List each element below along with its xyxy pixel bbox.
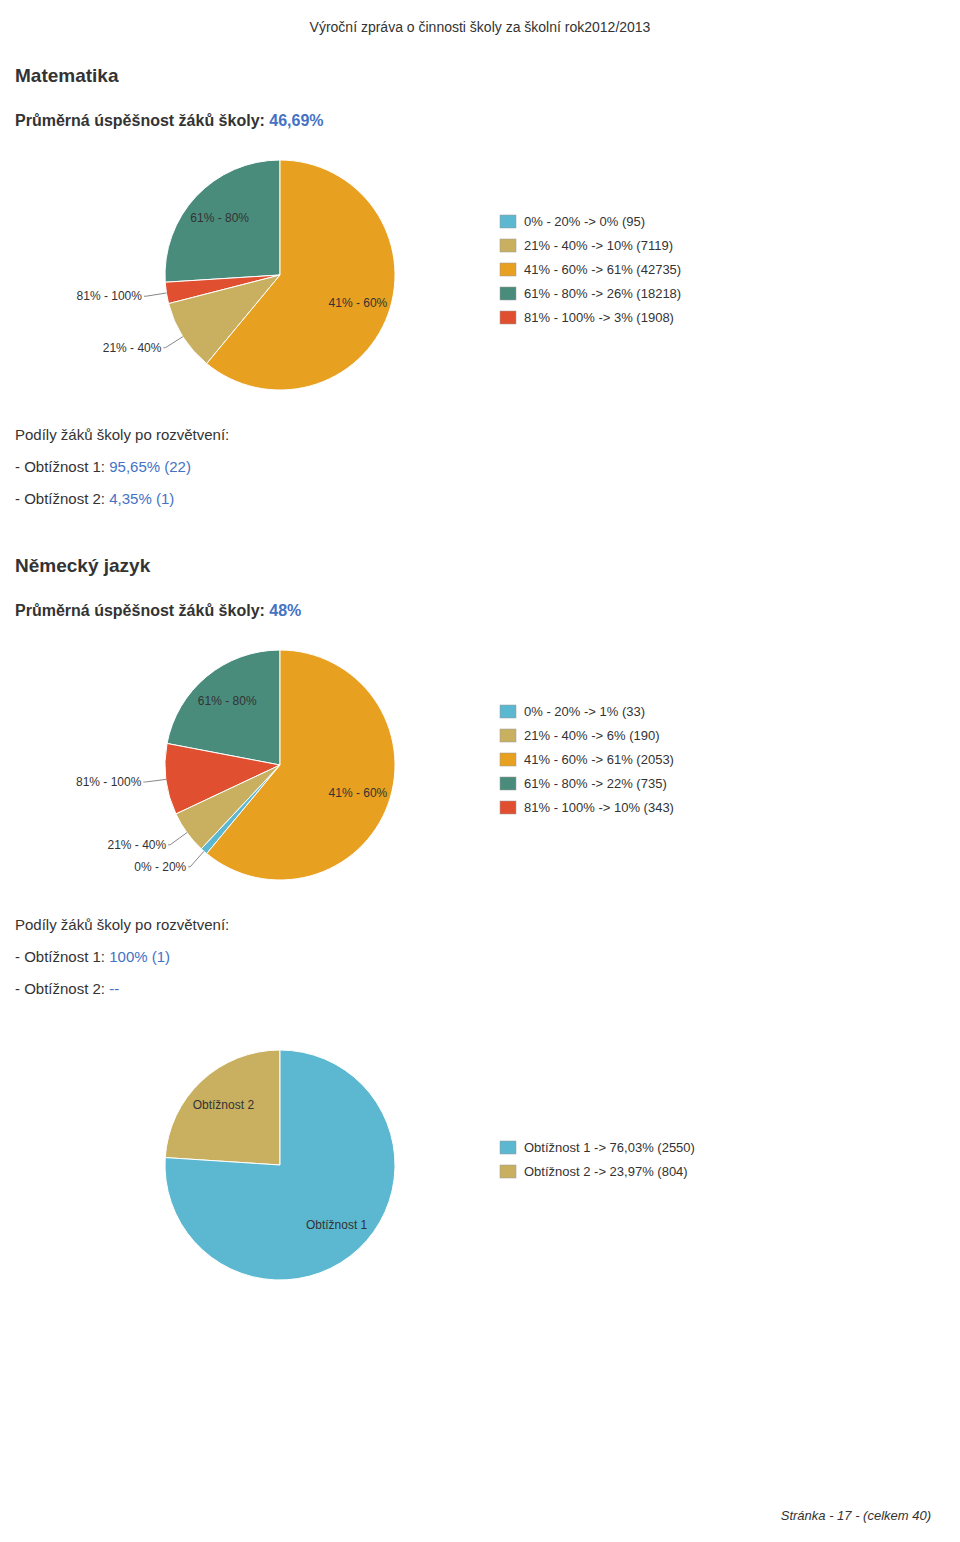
page: Výroční zpráva o činnosti školy za školn… bbox=[0, 0, 960, 1542]
legend-entry: 21% - 40% -> 6% (190) bbox=[524, 728, 659, 743]
legend-entry: 41% - 60% -> 61% (2053) bbox=[524, 752, 674, 767]
slice-label: 61% - 80% bbox=[190, 211, 249, 225]
annotation-part: 48% bbox=[269, 602, 301, 619]
leader-line bbox=[144, 293, 166, 296]
slice-label: 0% - 20% bbox=[134, 860, 186, 874]
legend-entry: 0% - 20% -> 1% (33) bbox=[524, 704, 645, 719]
legend-swatch bbox=[500, 777, 516, 790]
legend-entry: 81% - 100% -> 3% (1908) bbox=[524, 310, 674, 325]
legend: Obtížnost 1 -> 76,03% (2550) Obtížnost 2 … bbox=[500, 1140, 695, 1179]
slice-label: 21% - 40% bbox=[103, 341, 162, 355]
slices bbox=[165, 1050, 395, 1280]
slice-label: 41% - 60% bbox=[329, 296, 388, 310]
slice-label: Obtížnost 1 bbox=[306, 1218, 368, 1232]
annotation-part: - Obtížnost 1: bbox=[15, 948, 109, 965]
annotation: Podíly žáků školy po rozvětvení: bbox=[15, 916, 229, 933]
pie-slice bbox=[165, 1050, 395, 1280]
legend-swatch bbox=[500, 1141, 516, 1154]
slice-label: 61% - 80% bbox=[198, 694, 257, 708]
legend-entry: 61% - 80% -> 26% (18218) bbox=[524, 286, 681, 301]
leader-line bbox=[163, 337, 182, 348]
legend-entry: Obtížnost 2 -> 23,97% (804) bbox=[524, 1164, 688, 1179]
leader-line bbox=[168, 833, 187, 845]
background bbox=[0, 0, 960, 1542]
annotation-part: 46,69% bbox=[269, 112, 323, 129]
pie-section: Obtížnost 2 Obtížnost 1 Obtížnost 1 -> 76,… bbox=[165, 1050, 695, 1280]
legend-entry: 81% - 100% -> 10% (343) bbox=[524, 800, 674, 815]
legend-swatch bbox=[500, 1165, 516, 1178]
legend-swatch bbox=[500, 287, 516, 300]
slices bbox=[165, 160, 395, 390]
annotation: - Obtížnost 2: 4,35% (1) bbox=[15, 490, 174, 507]
annotation-part: - Obtížnost 2: bbox=[15, 980, 109, 997]
slice-label: 81% - 100% bbox=[77, 289, 143, 303]
leader-line bbox=[143, 779, 166, 782]
pie-slice bbox=[165, 160, 280, 282]
legend-entry: 41% - 60% -> 61% (42735) bbox=[524, 262, 681, 277]
section-title: Německý jazyk bbox=[15, 555, 151, 576]
slices bbox=[165, 650, 395, 880]
legend-swatch bbox=[500, 311, 516, 324]
page-title: Výroční zpráva o činnosti školy za školn… bbox=[310, 19, 651, 35]
slice-label: 21% - 40% bbox=[108, 838, 167, 852]
annotation-part: - Obtížnost 1: bbox=[15, 458, 109, 475]
page-footer: Stránka - 17 - (celkem 40) bbox=[781, 1508, 931, 1523]
legend-entry: 0% - 20% -> 0% (95) bbox=[524, 214, 645, 229]
slice-labels: 61% - 80% 41% - 60% 81% - 100% 21% - 40% bbox=[77, 211, 388, 354]
slice-label: 81% - 100% bbox=[76, 775, 142, 789]
annotation: Podíly žáků školy po rozvětvení: bbox=[15, 426, 229, 443]
annotation-part: Průměrná úspěšnost žáků školy: bbox=[15, 602, 269, 619]
section-title: Matematika bbox=[15, 65, 119, 86]
legend-swatch bbox=[500, 801, 516, 814]
slice-labels: 61% - 80% 41% - 60% 81% - 100% 21% - 40% 0% … bbox=[76, 694, 388, 874]
legend: 0% - 20% -> 1% (33) 21% - 40% -> 6% (190)… bbox=[500, 704, 674, 815]
pie-section: Matematika Průměrná úspěšnost žáků školy:… bbox=[15, 65, 681, 507]
annotation-part: -- bbox=[109, 980, 119, 997]
leader-line bbox=[188, 851, 204, 867]
annotation: Průměrná úspěšnost žáků školy: 46,69% bbox=[15, 112, 324, 129]
annotation-part: Podíly žáků školy po rozvětvení: bbox=[15, 916, 229, 933]
annotation: - Obtížnost 1: 100% (1) bbox=[15, 948, 170, 965]
annotation-part: 4,35% (1) bbox=[109, 490, 174, 507]
annotation-part: - Obtížnost 2: bbox=[15, 490, 109, 507]
legend-swatch bbox=[500, 753, 516, 766]
legend-entry: 61% - 80% -> 22% (735) bbox=[524, 776, 667, 791]
annotation: - Obtížnost 1: 95,65% (22) bbox=[15, 458, 191, 475]
legend-swatch bbox=[500, 215, 516, 228]
slice-labels: Obtížnost 2 Obtížnost 1 bbox=[193, 1098, 368, 1233]
slice-label: Obtížnost 2 bbox=[193, 1098, 255, 1112]
annotation-part: Podíly žáků školy po rozvětvení: bbox=[15, 426, 229, 443]
legend: 0% - 20% -> 0% (95) 21% - 40% -> 10% (711… bbox=[500, 214, 681, 325]
annotation-part: 100% (1) bbox=[109, 948, 170, 965]
legend-swatch bbox=[500, 729, 516, 742]
annotation-part: Průměrná úspěšnost žáků školy: bbox=[15, 112, 269, 129]
pie-slice bbox=[207, 650, 395, 880]
pie-slice bbox=[207, 160, 395, 390]
legend-swatch bbox=[500, 705, 516, 718]
legend-entry: 21% - 40% -> 10% (7119) bbox=[524, 238, 673, 253]
annotation-part: 95,65% (22) bbox=[109, 458, 191, 475]
legend-entry: Obtížnost 1 -> 76,03% (2550) bbox=[524, 1140, 695, 1155]
legend-swatch bbox=[500, 263, 516, 276]
pie-section: Německý jazyk Průměrná úspěšnost žáků ško… bbox=[15, 555, 674, 997]
legend-swatch bbox=[500, 239, 516, 252]
annotation: - Obtížnost 2: -- bbox=[15, 980, 119, 997]
annotation: Průměrná úspěšnost žáků školy: 48% bbox=[15, 602, 301, 619]
slice-label: 41% - 60% bbox=[329, 786, 388, 800]
pie-slice bbox=[165, 1050, 280, 1165]
